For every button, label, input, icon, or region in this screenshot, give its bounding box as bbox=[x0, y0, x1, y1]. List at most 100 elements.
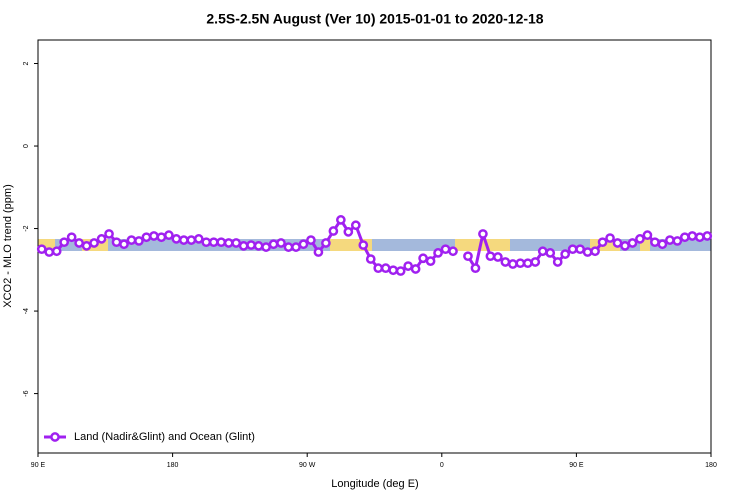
x-tick-label: 180 bbox=[167, 462, 179, 469]
data-point bbox=[500, 257, 511, 267]
data-point bbox=[59, 237, 70, 248]
data-point bbox=[530, 257, 541, 267]
data-point bbox=[291, 242, 301, 252]
data-point bbox=[560, 249, 571, 259]
legend-marker bbox=[50, 432, 60, 442]
data-point bbox=[657, 239, 668, 250]
data-point bbox=[433, 248, 443, 258]
x-tick-label: 90 E bbox=[31, 462, 46, 469]
data-point bbox=[298, 239, 309, 250]
data-point bbox=[141, 232, 152, 243]
data-point bbox=[66, 232, 77, 243]
data-point bbox=[104, 229, 114, 239]
data-point bbox=[485, 251, 496, 262]
data-point bbox=[268, 239, 279, 250]
data-point bbox=[253, 241, 264, 251]
y-axis-label: XCO2 - MLO trend (ppm) bbox=[2, 184, 14, 307]
data-point bbox=[687, 231, 698, 241]
data-point bbox=[134, 236, 144, 246]
data-point bbox=[96, 234, 107, 244]
data-point bbox=[44, 247, 55, 257]
data-point bbox=[283, 242, 294, 252]
data-point bbox=[665, 235, 675, 245]
y-tick-label: -2 bbox=[23, 225, 30, 231]
data-point bbox=[328, 226, 339, 236]
data-point bbox=[178, 235, 189, 245]
data-point bbox=[635, 234, 645, 244]
data-point bbox=[605, 233, 615, 243]
data-point bbox=[126, 235, 137, 245]
data-point bbox=[679, 232, 690, 243]
data-point bbox=[448, 246, 458, 257]
data-point bbox=[201, 237, 212, 248]
data-point bbox=[582, 247, 593, 257]
data-point bbox=[440, 244, 451, 255]
data-point bbox=[149, 231, 159, 241]
data-point bbox=[306, 235, 316, 245]
y-tick-label: 0 bbox=[23, 144, 30, 148]
data-point bbox=[380, 263, 391, 274]
data-point bbox=[365, 254, 376, 264]
y-tick-label: -6 bbox=[23, 390, 30, 396]
data-point bbox=[223, 238, 234, 248]
data-point bbox=[156, 232, 167, 243]
data-point bbox=[627, 238, 638, 248]
data-point bbox=[463, 251, 473, 262]
data-point bbox=[507, 259, 518, 269]
data-point bbox=[425, 256, 436, 266]
data-point bbox=[321, 238, 331, 248]
data-point bbox=[597, 237, 608, 248]
data-point bbox=[373, 263, 384, 274]
data-point bbox=[567, 244, 578, 255]
data-point bbox=[552, 257, 563, 267]
data-point bbox=[545, 248, 556, 258]
data-point bbox=[702, 231, 713, 241]
data-point bbox=[343, 227, 354, 237]
data-point bbox=[650, 237, 660, 248]
data-point bbox=[238, 241, 249, 251]
data-point bbox=[350, 220, 361, 231]
x-tick-label: 0 bbox=[440, 462, 444, 469]
data-point bbox=[418, 253, 428, 264]
data-point bbox=[231, 238, 242, 248]
data-point bbox=[470, 263, 481, 274]
data-point bbox=[74, 238, 84, 248]
data-point bbox=[336, 215, 346, 225]
data-point bbox=[313, 247, 324, 257]
data-point bbox=[522, 258, 533, 269]
data-point bbox=[89, 238, 99, 248]
data-point bbox=[51, 246, 62, 257]
data-point bbox=[672, 236, 683, 246]
data-point bbox=[193, 234, 204, 244]
data-point bbox=[36, 244, 47, 255]
data-point bbox=[410, 264, 421, 274]
data-point bbox=[81, 241, 92, 251]
data-point bbox=[164, 230, 174, 241]
data-point bbox=[478, 229, 488, 239]
x-axis-label: Longitude (deg E) bbox=[331, 478, 418, 490]
data-point bbox=[119, 239, 129, 250]
x-tick-label: 90 W bbox=[299, 462, 316, 469]
data-point bbox=[186, 235, 197, 245]
data-point bbox=[111, 237, 122, 248]
chart-title: 2.5S-2.5N August (Ver 10) 2015-01-01 to … bbox=[206, 11, 543, 27]
data-point bbox=[358, 240, 369, 250]
data-point bbox=[515, 258, 526, 269]
legend-label: Land (Nadir&Glint) and Ocean (Glint) bbox=[74, 431, 255, 443]
data-point bbox=[493, 252, 503, 262]
data-point bbox=[246, 240, 256, 250]
data-point bbox=[575, 244, 585, 255]
data-point bbox=[537, 246, 548, 257]
data-point bbox=[261, 242, 271, 252]
data-point bbox=[642, 230, 653, 241]
data-point bbox=[276, 238, 286, 248]
data-point bbox=[171, 234, 182, 244]
x-tick-label: 90 E bbox=[569, 462, 584, 469]
data-point bbox=[208, 237, 219, 248]
y-tick-label: -4 bbox=[23, 308, 30, 314]
y-tick-label: 2 bbox=[23, 61, 30, 65]
data-point bbox=[590, 246, 600, 257]
data-point bbox=[403, 261, 413, 271]
data-point bbox=[388, 265, 399, 276]
